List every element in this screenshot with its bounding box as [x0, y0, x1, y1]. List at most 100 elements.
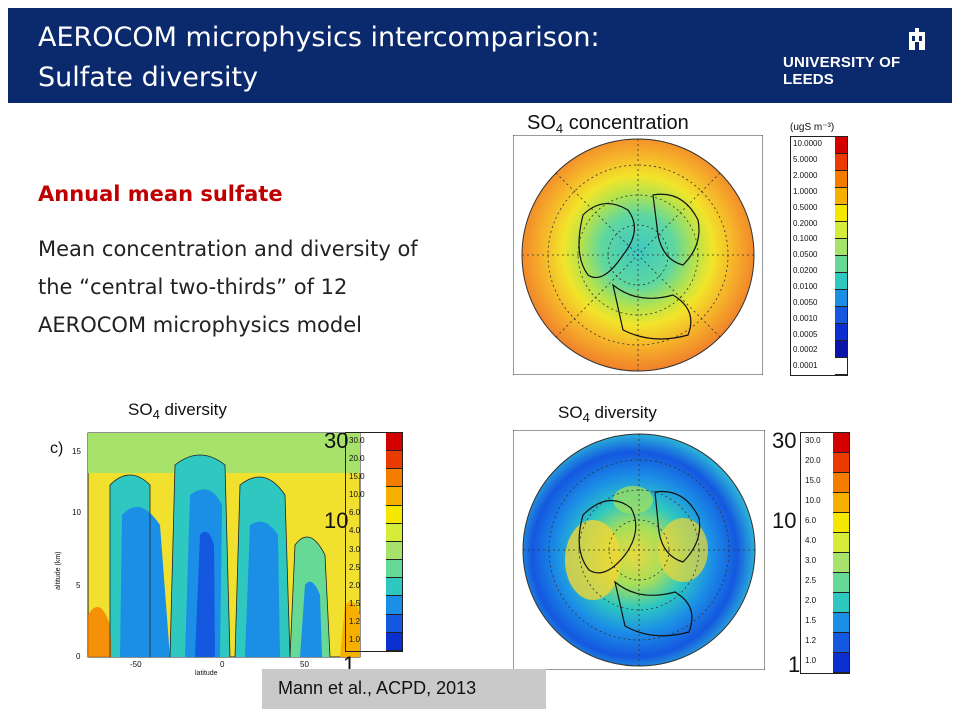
colorbar-swatch: [386, 578, 402, 597]
colorbar-tick-label: 0.0050: [793, 297, 818, 307]
colorbar-tick-label: 0.0005: [793, 329, 818, 339]
colorbar-swatch: [386, 560, 402, 579]
colorbar-swatch: [386, 596, 402, 615]
colorbar-tick-label: 3.0: [349, 544, 361, 554]
colorbar-tick-label: 1.0: [349, 635, 361, 645]
colorbar-swatch: [835, 256, 847, 273]
colorbar-tick-label: 0.0010: [793, 313, 818, 323]
colorbar-swatch: [835, 358, 847, 375]
diversity-polar-map: [513, 430, 765, 670]
colorbar-swatch: [386, 451, 402, 470]
colorbar-swatch: [386, 469, 402, 488]
zonal-ytick-10: 10: [72, 508, 81, 517]
colorbar-tick-label: 30.0: [805, 436, 821, 445]
section-heading: Annual mean sulfate: [38, 182, 283, 206]
colorbar-tick-label: 1.0: [805, 656, 817, 665]
colorbar-tick-label: 15.0: [349, 471, 365, 481]
colorbar-tick-label: 0.5000: [793, 202, 818, 212]
colorbar-swatch: [833, 612, 849, 633]
colorbar-tick-label: 10.0000: [793, 139, 822, 149]
header-banner: AEROCOM microphysics intercomparison: Su…: [8, 8, 952, 103]
colorbar-swatch: [386, 614, 402, 633]
colorbar-tick-label: 2.0: [349, 580, 361, 590]
zonal-ytick-0: 0: [76, 652, 81, 661]
colorbar-swatch: [833, 592, 849, 613]
body-paragraph: Mean concentration and diversity of the …: [38, 237, 418, 337]
colorbar-tick-label: 0.1000: [793, 234, 818, 244]
zonal-xtick-50: 50: [300, 660, 309, 669]
colorbar-swatch: [833, 532, 849, 553]
colorbar-tick-label: 20.0: [805, 456, 821, 465]
colorbar-tick-label: 0.0002: [793, 345, 818, 355]
colorbar-tick-label: 0.2000: [793, 218, 818, 228]
colorbar-tick-label: 2.0000: [793, 170, 818, 180]
zonal-xlabel: latitude: [195, 670, 218, 675]
colorbar-tick-label: 5.0000: [793, 155, 818, 165]
zonal-ytick-5: 5: [76, 581, 81, 590]
colorbar-swatch: [386, 541, 402, 561]
colorbar-swatch: [833, 433, 849, 453]
colorbar-tick-label: 1.2: [805, 636, 817, 645]
slide-title: AEROCOM microphysics intercomparison: Su…: [38, 22, 600, 93]
colorbar-swatch: [835, 239, 847, 256]
zonal-cbar-label-30: 30: [324, 428, 349, 453]
concentration-colorbar-ticks: 10.0000 5.0000 2.0000 1.0000 0.5000 0.2000 0.1…: [793, 136, 833, 374]
polar-diversity-colorbar: [800, 432, 850, 674]
polar-cbar-label-1: 1: [788, 652, 801, 677]
citation-text: Mann et al., ACPD, 2013: [278, 678, 477, 698]
polar-cbar-label-10: 10: [772, 508, 797, 533]
colorbar-tick-label: 0.0200: [793, 266, 818, 276]
colorbar-swatch: [833, 572, 849, 593]
colorbar-tick-label: 3.0: [805, 556, 817, 565]
panel-label: c): [50, 440, 64, 457]
colorbar-swatch: [386, 487, 402, 506]
colorbar-swatch: [835, 205, 847, 222]
zonal-diversity-colorbar-ticks: 30.0 20.0 15.0 10.0 6.0 4.0 3.0 2.5 2.0 1.5 1.2 1.0: [349, 432, 379, 650]
colorbar-tick-label: 2.5: [805, 576, 817, 585]
colorbar-tick-label: 6.0: [805, 516, 817, 525]
polar-diversity-title: SO4 diversity: [558, 403, 657, 425]
colorbar-tick-label: 2.5: [349, 562, 361, 572]
zonal-xtick-0: 0: [220, 660, 225, 669]
colorbar-tick-label: 1.5: [349, 599, 361, 609]
colorbar-tick-label: 0.0500: [793, 250, 818, 260]
zonal-diversity-title: SO4 diversity: [128, 400, 227, 422]
colorbar-swatch: [835, 171, 847, 188]
colorbar-swatch: [835, 307, 847, 324]
colorbar-swatch: [835, 154, 847, 171]
colorbar-tick-label: 4.0: [805, 536, 817, 545]
colorbar-tick-label: 0.0001: [793, 361, 818, 371]
colorbar-tick-label: 30.0: [349, 435, 365, 445]
colorbar-swatch: [386, 632, 402, 651]
colorbar-swatch: [835, 188, 847, 205]
colorbar-tick-label: 0.0100: [793, 281, 818, 291]
colorbar-swatch: [835, 137, 847, 154]
colorbar-tick-label: 4.0: [349, 526, 361, 536]
colorbar-swatch: [835, 222, 847, 239]
concentration-unit: (ugS m⁻³): [790, 122, 835, 133]
zonal-ytick-15: 15: [72, 447, 81, 456]
colorbar-swatch: [833, 492, 849, 513]
colorbar-tick-label: 10.0: [349, 490, 365, 500]
colorbar-swatch: [833, 452, 849, 473]
colorbar-tick-label: 1.5: [805, 616, 817, 625]
colorbar-swatch: [835, 324, 847, 341]
colorbar-tick-label: 15.0: [805, 476, 821, 485]
diversity-zonal-plot: 15 10 5 0 -50 0 50 latitude altitude (km…: [55, 432, 361, 675]
zonal-cbar-label-10: 10: [324, 508, 349, 533]
polar-cbar-label-30: 30: [772, 428, 797, 453]
colorbar-swatch: [835, 273, 847, 290]
colorbar-tick-label: 1.0000: [793, 186, 818, 196]
colorbar-tick-label: 6.0: [349, 508, 361, 518]
concentration-polar-map: [513, 135, 763, 375]
zonal-diversity-colorbar: [345, 432, 403, 652]
concentration-colorbar: [790, 136, 848, 376]
colorbar-swatch: [835, 290, 847, 307]
colorbar-swatch: [386, 505, 402, 524]
citation-box: Mann et al., ACPD, 2013: [262, 669, 546, 709]
colorbar-swatch: [835, 341, 847, 358]
colorbar-swatch: [386, 433, 402, 452]
colorbar-swatch: [833, 472, 849, 493]
zonal-xtick-minus50: -50: [130, 660, 142, 669]
polar-diversity-colorbar-ticks: 30.0 20.0 15.0 10.0 6.0 4.0 3.0 2.5 2.0 1.5 1.2 1.0: [805, 432, 831, 672]
